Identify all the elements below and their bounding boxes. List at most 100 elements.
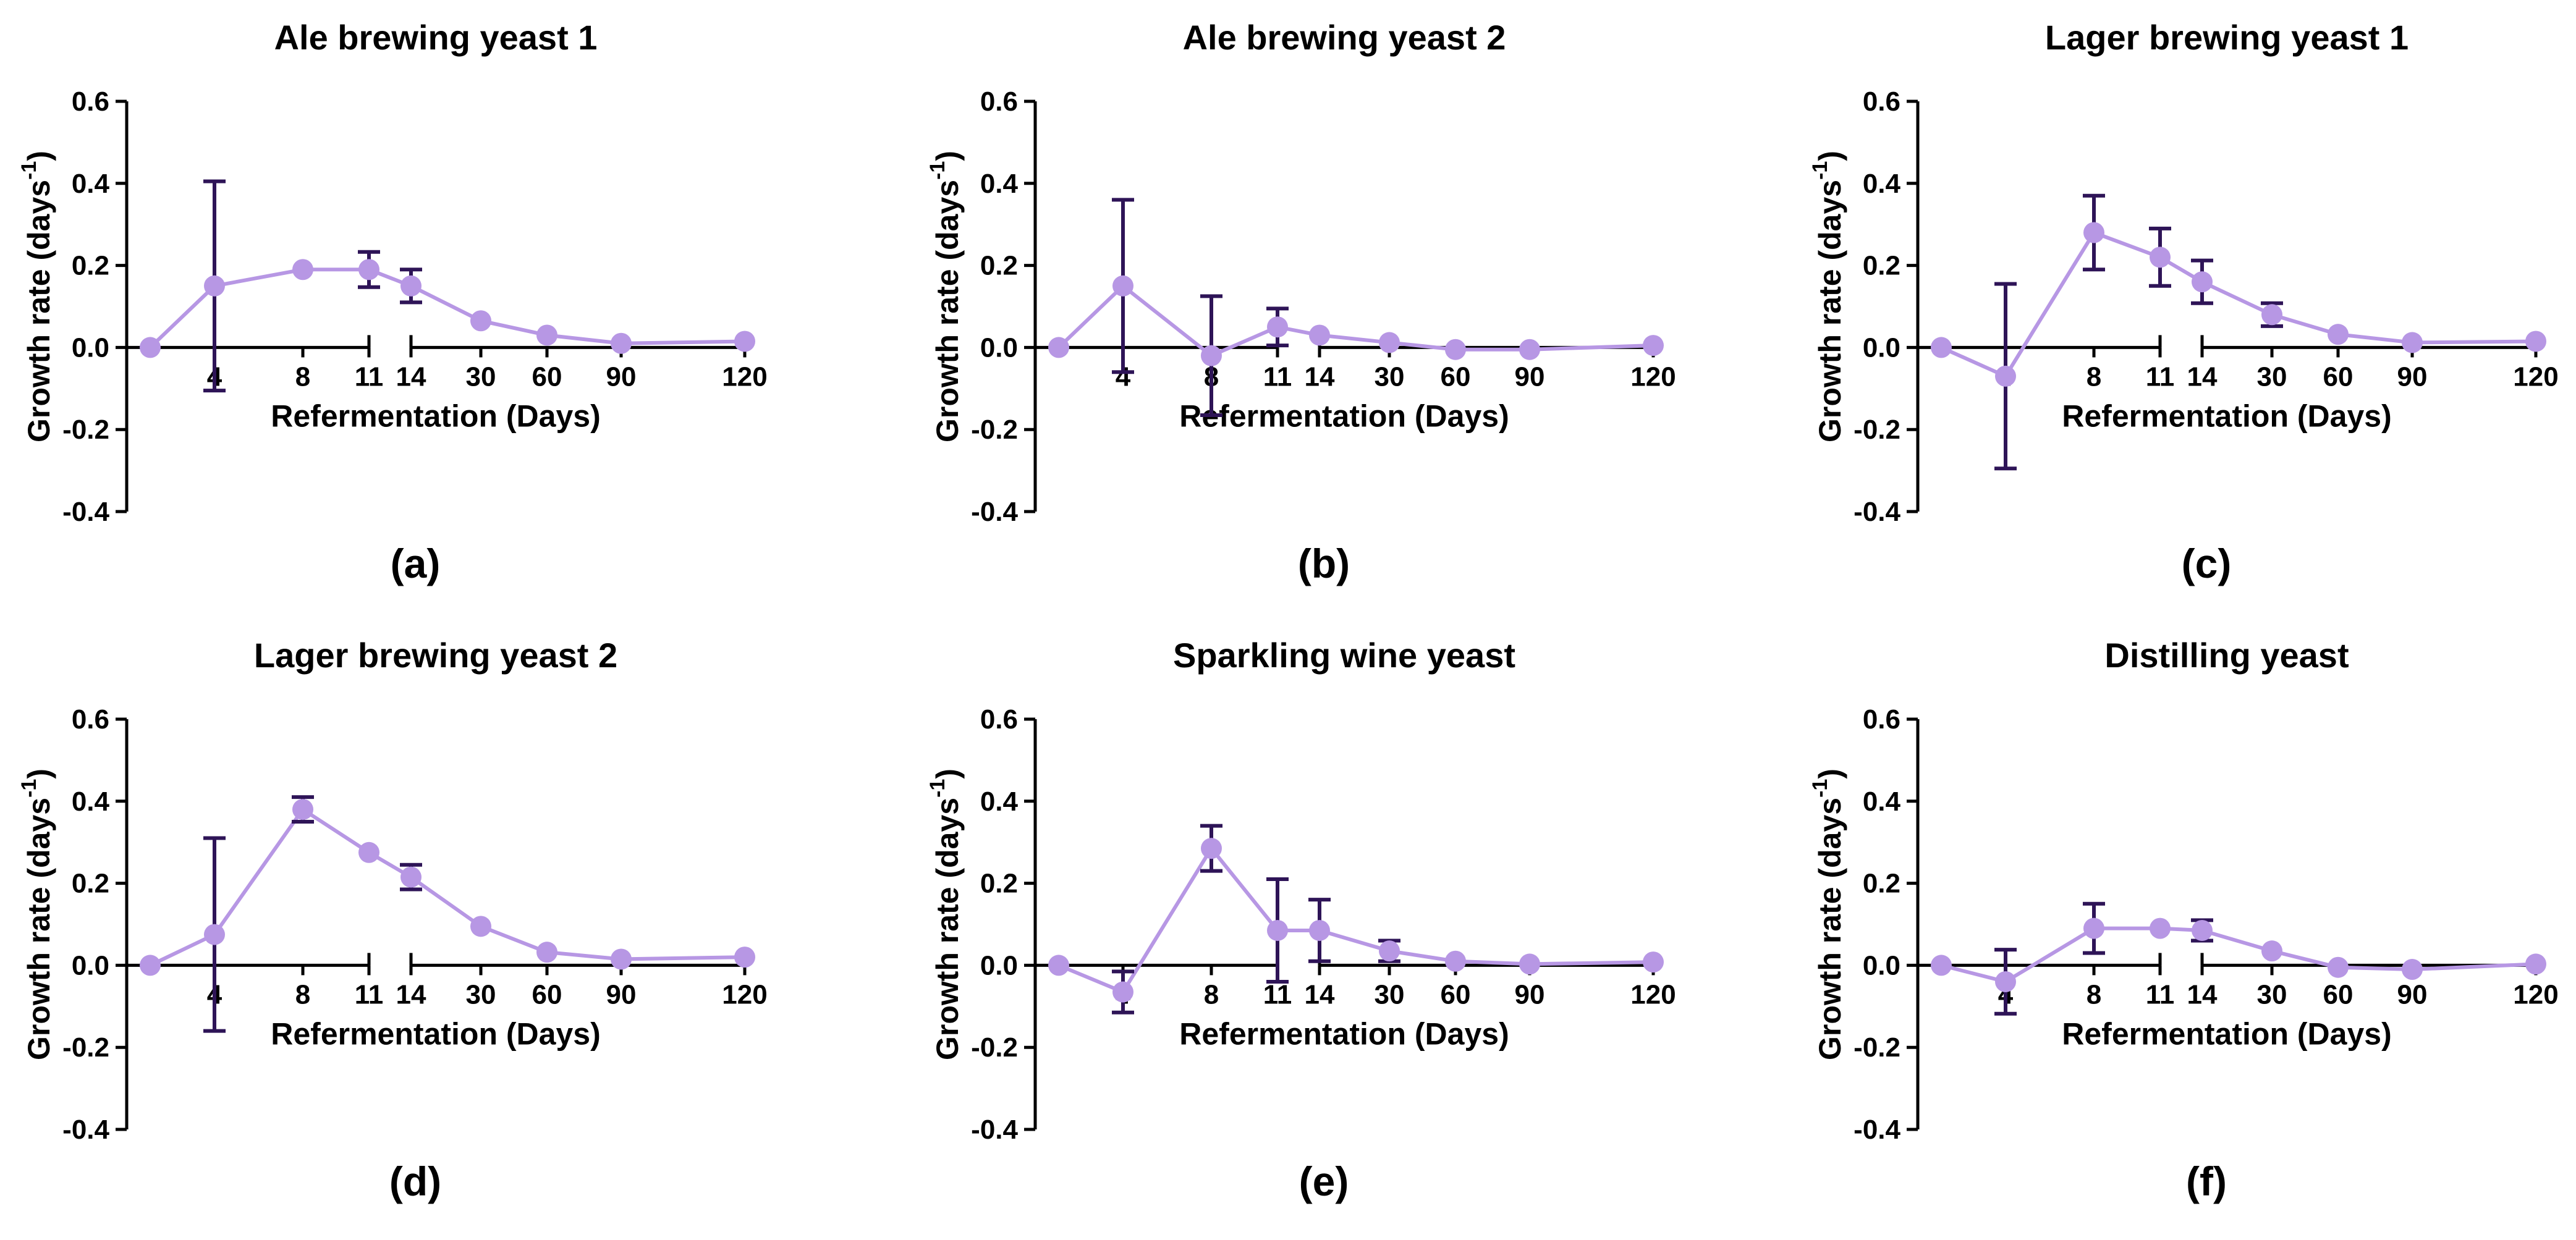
x-tick-label: 8 xyxy=(295,979,310,1010)
panel-label: (d) xyxy=(389,1158,441,1204)
data-point xyxy=(1519,953,1540,975)
y-axis-label-text: Growth rate (days xyxy=(1813,798,1847,1060)
data-point xyxy=(1643,335,1664,356)
x-tick-label: 30 xyxy=(1375,361,1405,392)
data-point xyxy=(1201,838,1222,859)
y-axis-label: Growth rate (days-1) xyxy=(926,769,965,1060)
chart-title: Sparkling wine yeast xyxy=(1173,636,1515,675)
x-tick-label: 11 xyxy=(1263,361,1292,392)
x-tick-label: 90 xyxy=(1515,361,1545,392)
data-point xyxy=(400,866,422,888)
data-point xyxy=(140,337,161,358)
x-tick-label: 60 xyxy=(1441,979,1471,1010)
series-line xyxy=(1057,283,1654,358)
x-tick-label: 60 xyxy=(532,361,562,392)
data-point xyxy=(358,841,379,863)
y-tick-label: -0.4 xyxy=(971,497,1018,527)
x-tick-label: 8 xyxy=(1204,979,1219,1010)
x-axis-label: Refermentation (Days) xyxy=(2062,399,2391,433)
x-tick-label: 60 xyxy=(532,979,562,1010)
y-axis-label-text: Growth rate (days xyxy=(930,798,965,1060)
x-axis-label: Refermentation (Days) xyxy=(2062,1016,2391,1051)
y-tick-label: -0.4 xyxy=(1854,1115,1900,1145)
x-tick-label: 14 xyxy=(1305,979,1335,1010)
y-tick-label: 0.2 xyxy=(72,869,109,899)
chart-panel-e: Sparkling wine yeast 0.6 0.4 0.2 0.0 -0.2 -0.4… xyxy=(926,636,1676,1204)
y-axis-label-text: Growth rate (days xyxy=(1813,180,1847,442)
chart-title: Ale brewing yeast 2 xyxy=(1183,18,1506,57)
data-point xyxy=(611,332,632,354)
y-axis-label-end: ) xyxy=(1813,151,1847,161)
y-tick-label: -0.2 xyxy=(1854,415,1900,445)
y-tick-label: 0.4 xyxy=(72,169,110,199)
x-tick-label: 90 xyxy=(2397,361,2428,392)
x-tick-label: 11 xyxy=(1263,979,1292,1010)
data-point xyxy=(292,799,313,820)
x-tick-label: 120 xyxy=(2513,979,2558,1010)
x-tick-label: 60 xyxy=(1441,361,1471,392)
x-tick-label: 120 xyxy=(722,979,767,1010)
y-axis-label-end: ) xyxy=(930,151,965,161)
y-tick-label: -0.2 xyxy=(62,1032,109,1063)
x-tick-label: 30 xyxy=(466,361,496,392)
data-point xyxy=(1112,275,1133,297)
panel-label: (c) xyxy=(2182,541,2232,586)
y-axis-label-end: ) xyxy=(22,769,56,779)
x-tick-label: 8 xyxy=(2087,361,2101,392)
data-point xyxy=(2525,953,2546,975)
panel-label: (a) xyxy=(391,541,441,586)
data-point xyxy=(2261,940,2282,962)
y-tick-label: 0.6 xyxy=(72,704,109,735)
chart-title: Lager brewing yeast 2 xyxy=(254,636,617,675)
y-tick-label: 0.0 xyxy=(980,332,1018,363)
data-point xyxy=(470,916,491,937)
series-line xyxy=(1941,926,2536,984)
y-tick-label: 0.6 xyxy=(1863,86,1900,117)
x-tick-label: 120 xyxy=(1630,361,1676,392)
data-point xyxy=(2150,247,2171,268)
x-axis-label: Refermentation (Days) xyxy=(271,399,600,433)
data-point xyxy=(1048,955,1069,976)
chart-panel-d: Lager brewing yeast 2 0.6 0.4 0.2 0.0 -0.2 -0.… xyxy=(17,636,768,1204)
x-tick-label: 120 xyxy=(722,361,767,392)
data-point xyxy=(2402,959,2423,981)
chart-title: Lager brewing yeast 1 xyxy=(2045,18,2409,57)
y-tick-label: 0.0 xyxy=(72,332,109,363)
data-point xyxy=(2083,917,2104,939)
data-point xyxy=(292,259,313,280)
x-tick-label: 8 xyxy=(2087,979,2101,1010)
series-line xyxy=(1940,230,2536,379)
chart-title: Distilling yeast xyxy=(2104,636,2349,675)
y-tick-label: -0.2 xyxy=(971,415,1018,445)
x-axis-label: Refermentation (Days) xyxy=(271,1016,600,1051)
x-tick-label: 60 xyxy=(2323,361,2354,392)
data-point xyxy=(2083,222,2104,243)
chart-panel-a: Ale brewing yeast 1 0.6 0.4 0.2 0.0 -0.2 -0.4 G… xyxy=(17,18,768,586)
y-axis-label: Growth rate (days-1) xyxy=(17,151,56,442)
y-axis-label: Growth rate (days-1) xyxy=(1808,769,1847,1060)
y-tick-label: 0.0 xyxy=(1863,950,1900,981)
y-tick-label: 0.6 xyxy=(980,704,1018,735)
panel-label: (b) xyxy=(1298,541,1350,586)
x-tick-label: 90 xyxy=(1515,979,1545,1010)
y-tick-label: -0.4 xyxy=(971,1115,1018,1145)
y-tick-label: 0.4 xyxy=(980,787,1019,817)
x-tick-label: 120 xyxy=(2513,361,2558,392)
y-tick-label: -0.2 xyxy=(1854,1032,1900,1063)
x-axis-label: Refermentation (Days) xyxy=(1179,399,1509,433)
data-point xyxy=(1995,365,2016,387)
data-point xyxy=(1445,339,1466,360)
x-tick-label: 90 xyxy=(2397,979,2428,1010)
data-point xyxy=(2328,956,2349,978)
x-tick-label: 90 xyxy=(606,361,637,392)
data-point xyxy=(734,947,755,968)
y-tick-label: 0.4 xyxy=(1863,787,1901,817)
data-point xyxy=(1309,919,1330,941)
y-axis-label-end: ) xyxy=(1813,769,1847,779)
data-point xyxy=(1048,337,1069,358)
data-point xyxy=(536,324,557,346)
chart-panel-f: Distilling yeast 0.6 0.4 0.2 0.0 -0.2 -0.4 Grow… xyxy=(1808,636,2559,1204)
y-axis-label-text: Growth rate (days xyxy=(930,180,965,442)
data-point xyxy=(1379,332,1400,353)
chart-panel-b: Ale brewing yeast 2 0.6 0.4 0.2 0.0 -0.2 -0.4 G… xyxy=(926,18,1676,586)
